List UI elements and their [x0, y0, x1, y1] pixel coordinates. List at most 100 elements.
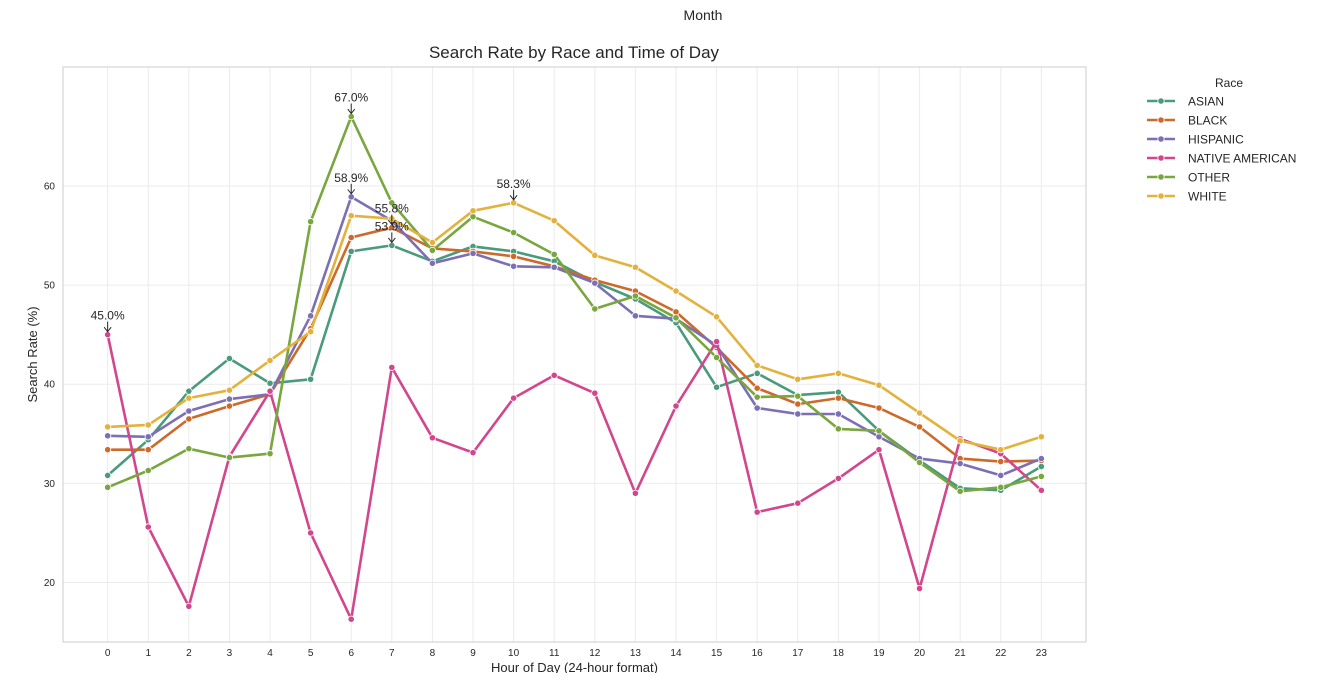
data-point-native-american: [1037, 486, 1045, 494]
x-tick-label: 23: [1036, 648, 1048, 659]
data-point-native-american: [915, 584, 924, 593]
data-point-black: [794, 400, 802, 408]
annotation-label: 58.3%: [497, 177, 531, 191]
data-point-other: [712, 353, 721, 362]
x-tick-label: 22: [995, 648, 1007, 659]
data-point-white: [956, 437, 964, 445]
series-white: [104, 199, 1045, 454]
data-point-hispanic: [753, 404, 761, 412]
annotation-arrowhead: [387, 237, 396, 244]
legend-label: ASIAN: [1188, 95, 1224, 109]
data-point-hispanic: [144, 433, 152, 441]
data-point-native-american: [428, 434, 437, 442]
data-point-hispanic: [104, 432, 112, 440]
data-point-native-american: [347, 615, 355, 623]
annotation: 55.8%: [375, 202, 409, 226]
plot-background: [63, 67, 1086, 642]
data-point-asian: [834, 388, 842, 396]
data-point-white: [1037, 433, 1045, 441]
annotation-arrowhead: [347, 108, 356, 115]
data-point-other: [591, 305, 599, 313]
legend-label: OTHER: [1188, 171, 1230, 185]
data-point-hispanic: [875, 433, 883, 441]
data-point-black: [104, 446, 112, 454]
x-tick-label: 20: [914, 648, 926, 659]
y-tick-label: 40: [44, 380, 56, 391]
annotation-arrowhead: [509, 195, 518, 201]
data-point-black: [997, 457, 1005, 466]
data-point-native-american: [672, 402, 680, 410]
data-point-black: [347, 233, 355, 242]
data-point-native-american: [388, 363, 396, 371]
x-tick-label: 16: [752, 648, 764, 659]
legend-swatch-marker: [1157, 135, 1165, 143]
data-point-black: [144, 446, 152, 454]
legend-title: Race: [1215, 76, 1243, 90]
y-tick-label: 30: [44, 479, 56, 490]
data-point-black: [510, 252, 518, 260]
series-other: [104, 112, 1045, 495]
data-point-other: [185, 445, 193, 453]
data-point-native-american: [307, 529, 315, 537]
data-point-asian: [225, 354, 234, 363]
data-point-black: [672, 308, 680, 316]
legend-label: BLACK: [1188, 114, 1227, 128]
data-point-white: [915, 409, 924, 417]
data-point-black: [753, 384, 761, 392]
data-point-hispanic: [1037, 454, 1045, 463]
data-point-other: [875, 427, 883, 435]
legend-swatch-marker: [1157, 173, 1165, 181]
annotation-label: 67.0%: [334, 91, 368, 105]
data-point-native-american: [591, 389, 599, 397]
x-tick-label: 11: [549, 648, 560, 659]
data-point-native-american: [185, 602, 193, 610]
x-tick-label: 15: [711, 648, 723, 659]
data-point-native-american: [631, 489, 639, 497]
annotation-label: 55.8%: [375, 202, 409, 216]
legend-item-white: WHITE: [1147, 190, 1227, 204]
data-point-asian: [1037, 462, 1045, 471]
data-point-other: [266, 450, 274, 458]
data-point-white: [307, 328, 315, 336]
legend-swatch-marker: [1157, 192, 1165, 200]
data-point-native-american: [794, 499, 802, 507]
legend-swatch-marker: [1157, 116, 1165, 124]
data-point-other: [104, 483, 112, 491]
annotation-arrowhead: [347, 189, 356, 195]
data-point-white: [591, 251, 599, 259]
annotation-label: 53.9%: [375, 219, 409, 233]
data-point-other: [794, 392, 802, 400]
annotation-label: 58.9%: [334, 171, 368, 185]
x-tick-label: 12: [589, 648, 601, 659]
data-point-hispanic: [794, 410, 802, 418]
series-line-hispanic: [106, 195, 1043, 477]
data-point-native-american: [510, 394, 518, 402]
data-point-other: [753, 393, 761, 401]
annotation-arrowhead: [387, 219, 396, 226]
data-point-native-american: [266, 387, 274, 395]
data-point-hispanic: [225, 395, 234, 403]
annotation-arrowhead: [103, 326, 112, 333]
data-point-other: [550, 250, 558, 258]
legend-swatch-marker: [1157, 97, 1165, 105]
legend-swatch-marker: [1157, 154, 1165, 162]
data-point-white: [550, 217, 558, 225]
x-tick-label: 19: [873, 648, 885, 659]
data-point-black: [834, 394, 842, 402]
data-point-native-american: [144, 523, 152, 531]
chart-title: Search Rate by Race and Time of Day: [429, 43, 720, 62]
data-point-asian: [307, 375, 315, 383]
series-line-other: [106, 115, 1043, 493]
y-tick-label: 60: [44, 181, 56, 192]
series-line-native-american: [106, 333, 1043, 621]
annotation: 67.0%: [334, 91, 369, 115]
x-tick-label: 9: [470, 648, 476, 659]
legend-label: HISPANIC: [1188, 133, 1244, 147]
data-point-other: [307, 218, 315, 226]
data-point-asian: [712, 383, 721, 391]
data-point-white: [631, 263, 639, 271]
data-point-other: [834, 425, 842, 433]
data-point-other: [510, 228, 518, 237]
y-tick-label: 50: [44, 281, 56, 292]
data-point-hispanic: [956, 459, 964, 468]
